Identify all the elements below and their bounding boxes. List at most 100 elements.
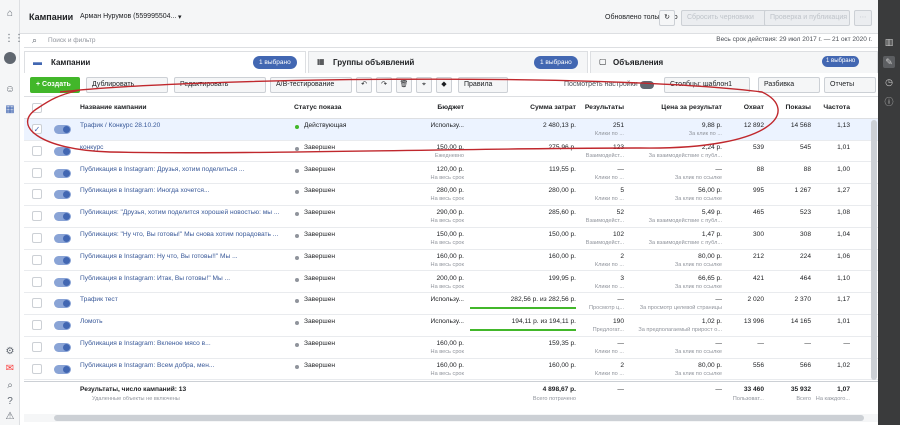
campaign-name-link[interactable]: Публикация в Instagram: Итак, Вы готовы!… — [80, 274, 231, 282]
col-cpr[interactable]: Цена за результат — [661, 104, 722, 111]
reports-button[interactable]: Отчеты — [824, 77, 876, 93]
campaign-name-link[interactable]: конкурс — [80, 143, 104, 151]
row-checkbox[interactable] — [32, 145, 42, 156]
edit-icon[interactable]: ✎ — [883, 56, 895, 68]
row-checkbox[interactable] — [32, 189, 42, 200]
campaign-name-link[interactable]: Ломоть — [80, 318, 103, 326]
row-checkbox[interactable] — [32, 342, 42, 352]
table-row[interactable]: Публикация в Instagram: Вкленое мясо в..… — [24, 337, 878, 359]
undo-icon[interactable]: ↶ — [356, 77, 372, 93]
table-row[interactable]: ✓ Трафик / Конкурс 28.10.20 Действующая Исп… — [24, 119, 878, 141]
row-checkbox[interactable] — [32, 254, 42, 265]
row-checkbox[interactable]: ✓ — [32, 124, 42, 134]
campaign-name-link[interactable]: Трафик / Конкурс 28.10.20 — [80, 122, 161, 129]
campaign-name-link[interactable]: Публикация в Instagram: Всем добра, мен.… — [80, 361, 215, 369]
search-input[interactable]: Поиск и фильтр — [48, 37, 96, 44]
col-reach[interactable]: Охват — [743, 104, 764, 111]
select-all-checkbox[interactable] — [32, 103, 42, 113]
row-checkbox[interactable] — [32, 167, 42, 178]
tab-adsets[interactable]: ▦ Группы объявлений 1 выбрано — [308, 51, 588, 73]
campaign-name-link[interactable]: Публикация в Instagram: Иногда хочется..… — [80, 187, 210, 195]
review-publish-button[interactable]: Проверка и публикация — [764, 10, 850, 26]
scroll-thumb[interactable] — [54, 415, 864, 421]
preview-icon[interactable]: ⌖ — [416, 77, 432, 93]
row-checkbox[interactable] — [32, 363, 42, 374]
col-spend[interactable]: Сумма затрат — [530, 104, 576, 111]
ab-test-button[interactable]: A/B-тестирование — [270, 77, 352, 93]
row-toggle[interactable] — [54, 234, 71, 243]
chevron-down-icon[interactable]: ▾ — [178, 14, 182, 21]
vertical-scrollbar[interactable] — [871, 120, 877, 380]
row-toggle[interactable] — [54, 190, 71, 200]
grid-menu-icon[interactable]: ⋮⋮ — [4, 33, 24, 44]
date-range[interactable]: Весь срок действия: 29 июл 2017 г. — 21 … — [716, 36, 872, 43]
campaign-name-link[interactable]: Публикация в Instagram: Друзья, хотим по… — [80, 165, 245, 173]
edit-button[interactable]: Редактировать — [174, 77, 266, 93]
info-icon[interactable]: ⓘ — [884, 97, 894, 107]
table-row[interactable]: Публикация в Instagram: Всем добра, мен.… — [24, 358, 878, 381]
col-budget[interactable]: Бюджет — [437, 104, 464, 111]
col-impressions[interactable]: Показы — [785, 104, 812, 111]
avatar[interactable] — [4, 52, 16, 64]
duplicate-button[interactable]: Дублировать — [86, 77, 168, 93]
create-button[interactable]: + Создать — [30, 77, 80, 93]
more-icon[interactable]: ⋯ — [854, 10, 872, 26]
row-toggle[interactable] — [54, 343, 71, 352]
table-row[interactable]: Публикация: "Друзья, хотим поделится хор… — [24, 206, 878, 228]
row-checkbox[interactable] — [32, 233, 42, 243]
row-checkbox[interactable] — [32, 320, 42, 331]
chart-icon[interactable]: ▥ — [884, 37, 894, 47]
table-row[interactable]: Ломоть Завершен Использу... 194,11 р. из 19… — [24, 315, 878, 337]
smiley-icon[interactable]: ☺ — [4, 84, 16, 95]
row-toggle[interactable] — [54, 125, 71, 134]
columns-button[interactable]: Столбцы: шаблон1 — [664, 77, 750, 93]
redo-icon[interactable]: ↷ — [376, 77, 392, 93]
row-toggle[interactable] — [54, 321, 71, 331]
bug-icon[interactable]: ⚠ — [5, 411, 15, 422]
row-checkbox[interactable] — [32, 276, 42, 287]
selected-badge-adsets[interactable]: 1 выбрано — [534, 56, 578, 69]
gear-icon[interactable]: ⚙ — [5, 346, 15, 357]
refresh-icon[interactable]: ↻ — [659, 10, 675, 26]
row-toggle[interactable] — [54, 364, 71, 374]
breakdown-button[interactable]: Разбивка — [758, 77, 820, 93]
rules-button[interactable]: Правила — [458, 77, 508, 93]
campaign-name-link[interactable]: Трафик тест — [80, 296, 118, 304]
tab-campaigns[interactable]: ▬ Кампании 1 выбрано — [24, 51, 306, 73]
table-row[interactable]: Публикация в Instagram: Итак, Вы готовы!… — [24, 271, 878, 294]
home-icon[interactable]: ⌂ — [6, 8, 14, 19]
table-view-icon[interactable]: ▦ — [5, 104, 15, 115]
discard-drafts-button[interactable]: Сбросить черновики — [681, 10, 776, 26]
view-settings-toggle[interactable] — [640, 81, 654, 89]
table-row[interactable]: конкурс Завершен 150,00 р. Ежедневно 275,96 … — [24, 140, 878, 163]
table-row[interactable]: Публикация в Instagram: Иногда хочется..… — [24, 184, 878, 206]
row-toggle[interactable] — [54, 299, 71, 309]
col-results[interactable]: Результаты — [584, 104, 624, 111]
campaign-name-link[interactable]: Публикация в Instagram: Ну что, Вы готов… — [80, 252, 238, 260]
delete-icon[interactable]: 🗑 — [396, 77, 412, 93]
search-bar[interactable]: ⌕ Поиск и фильтр Весь срок действия: 29 … — [24, 34, 878, 48]
col-status[interactable]: Статус показа — [294, 104, 342, 111]
clock-icon[interactable]: ◷ — [885, 77, 893, 87]
help-icon[interactable]: ? — [7, 396, 13, 407]
campaign-name-link[interactable]: Публикация: "Ну что, Вы готовы!" Мы снов… — [80, 231, 279, 238]
row-checkbox[interactable] — [32, 298, 42, 309]
row-checkbox[interactable] — [32, 211, 42, 222]
col-name[interactable]: Название кампании — [80, 104, 147, 111]
row-toggle[interactable] — [54, 277, 71, 287]
row-toggle[interactable] — [54, 168, 71, 178]
search-icon[interactable]: ⌕ — [7, 380, 13, 391]
row-toggle[interactable] — [54, 212, 71, 222]
campaign-name-link[interactable]: Публикация в Instagram: Вкленое мясо в..… — [80, 340, 211, 347]
notifications-icon[interactable]: ✉ — [5, 363, 15, 374]
col-frequency[interactable]: Частота — [823, 104, 850, 111]
tab-ads[interactable]: ▢ Объявления — [590, 51, 878, 73]
account-selector[interactable]: Арман Нурумов (559995504... — [80, 13, 177, 20]
table-row[interactable]: Публикация: "Ну что, Вы готовы!" Мы снов… — [24, 228, 878, 250]
horizontal-scrollbar[interactable] — [24, 414, 878, 422]
tag-icon[interactable]: ◆ — [436, 77, 452, 93]
selected-badge[interactable]: 1 выбрано — [253, 56, 297, 69]
row-toggle[interactable] — [54, 255, 71, 265]
row-toggle[interactable] — [54, 146, 71, 156]
table-row[interactable]: Публикация в Instagram: Друзья, хотим по… — [24, 162, 878, 185]
